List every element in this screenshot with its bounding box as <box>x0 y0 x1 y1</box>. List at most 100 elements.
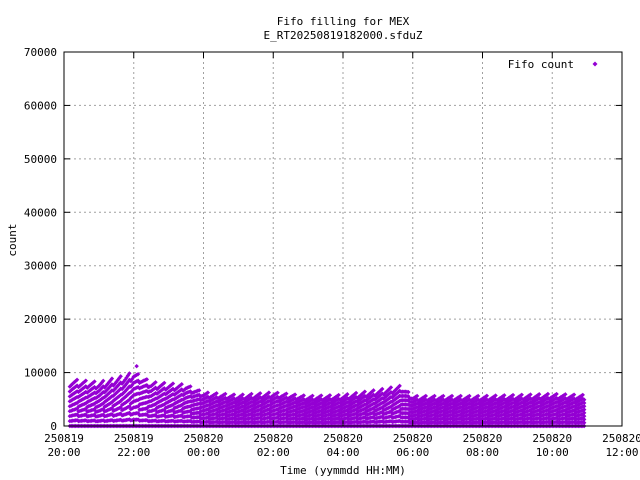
data-point <box>92 379 97 384</box>
chart-title-line-2: E_RT20250819182000.sfduZ <box>264 29 423 42</box>
data-point <box>148 393 154 399</box>
data-point <box>157 389 163 394</box>
data-point <box>237 401 243 407</box>
data-point <box>182 396 187 401</box>
data-point <box>170 381 176 386</box>
data-point <box>154 391 160 396</box>
data-point <box>536 392 542 397</box>
data-point <box>310 393 315 399</box>
data-point <box>131 380 136 386</box>
data-point <box>127 390 132 396</box>
data-point <box>214 395 219 400</box>
data-point <box>201 397 206 402</box>
data-point <box>164 400 170 405</box>
data-point <box>166 389 171 395</box>
data-point <box>205 390 211 395</box>
data-point <box>170 386 176 392</box>
data-point <box>151 386 157 392</box>
data-point <box>128 384 134 389</box>
data-point <box>172 388 177 393</box>
data-point <box>173 391 179 396</box>
data-point <box>125 386 131 391</box>
data-point <box>406 389 411 395</box>
data-point <box>159 388 164 393</box>
data-point <box>179 387 184 392</box>
data-point <box>130 388 135 393</box>
data-point <box>176 389 181 394</box>
legend-marker <box>592 61 598 67</box>
data-point <box>160 387 166 392</box>
data-point <box>292 392 298 397</box>
data-point <box>166 394 171 400</box>
grid-lines <box>64 52 622 426</box>
data-point <box>236 402 241 408</box>
data-point <box>214 391 219 396</box>
data-point <box>175 385 180 390</box>
data-point <box>582 397 587 402</box>
data-point <box>247 392 253 398</box>
data-point <box>128 395 134 401</box>
data-point <box>164 390 170 396</box>
data-point <box>125 398 131 404</box>
data-point <box>157 399 163 404</box>
data-point <box>178 383 183 388</box>
data-point <box>150 382 155 387</box>
data-point <box>163 401 168 406</box>
y-tick-label: 60000 <box>24 99 57 112</box>
data-point <box>178 393 183 398</box>
data-point <box>160 392 166 397</box>
data-point <box>510 392 516 398</box>
data-point <box>170 418 176 423</box>
data-point <box>397 383 402 389</box>
data-point <box>414 393 420 399</box>
data-point <box>449 393 455 399</box>
x-tick-label-date: 250819 <box>44 432 84 445</box>
data-point <box>135 378 141 383</box>
y-tick-label: 0 <box>50 420 57 433</box>
plot-border <box>63 51 623 427</box>
data-point <box>164 386 170 391</box>
data-point <box>188 418 193 424</box>
data-point <box>127 377 132 383</box>
legend-marker-symbol <box>592 61 598 67</box>
data-point <box>207 395 212 401</box>
data-point <box>545 391 551 397</box>
data-point <box>493 393 498 398</box>
data-point <box>336 392 341 398</box>
data-point <box>175 395 180 400</box>
x-tick-label-date: 250820 <box>323 432 363 445</box>
data-point <box>159 393 164 398</box>
data-point <box>243 403 248 408</box>
data-point <box>196 388 202 393</box>
data-point <box>128 390 134 395</box>
data-point <box>362 389 367 394</box>
data-point <box>135 404 141 409</box>
axes: 0 10000 20000 30000 40000 50000 60000 70000 2508… <box>24 46 640 459</box>
data-point <box>353 390 359 396</box>
data-point <box>127 410 132 416</box>
x-tick-label-time: 12:00 <box>605 446 638 459</box>
y-tick-label: 30000 <box>24 260 57 273</box>
data-point <box>188 404 193 409</box>
data-point <box>257 391 263 396</box>
data-point <box>154 400 160 406</box>
y-tick-label: 50000 <box>24 153 57 166</box>
data-point <box>148 388 154 394</box>
data-point <box>159 383 164 388</box>
data-point <box>144 400 150 405</box>
data-point <box>167 398 173 404</box>
x-tick-label-date: 250820 <box>184 432 224 445</box>
data-point <box>130 382 135 387</box>
data-point <box>188 384 193 389</box>
y-tick-label: 70000 <box>24 46 57 59</box>
y-tick-label: 20000 <box>24 313 57 326</box>
data-point <box>211 392 216 398</box>
data-point <box>130 376 135 382</box>
data-point <box>218 398 224 403</box>
legend-label: Fifo count <box>508 58 574 71</box>
x-tick-label-date: 250819 <box>114 432 154 445</box>
data-point <box>127 371 132 376</box>
data-point <box>180 388 186 393</box>
data-point <box>175 399 180 405</box>
